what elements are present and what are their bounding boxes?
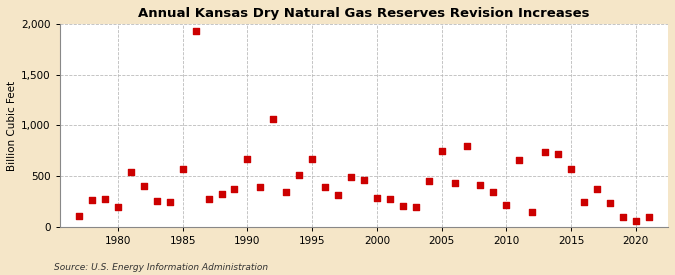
Point bbox=[113, 205, 124, 209]
Point bbox=[488, 190, 499, 195]
Point bbox=[618, 215, 628, 219]
Point bbox=[74, 214, 84, 219]
Point bbox=[320, 185, 331, 190]
Point bbox=[151, 199, 162, 203]
Text: Source: U.S. Energy Information Administration: Source: U.S. Energy Information Administ… bbox=[54, 263, 268, 272]
Point bbox=[462, 144, 473, 148]
Point bbox=[436, 149, 447, 153]
Point bbox=[294, 173, 304, 177]
Point bbox=[591, 187, 602, 191]
Point bbox=[216, 191, 227, 196]
Point bbox=[410, 205, 421, 209]
Point bbox=[242, 157, 253, 161]
Point bbox=[630, 219, 641, 224]
Y-axis label: Billion Cubic Feet: Billion Cubic Feet bbox=[7, 80, 17, 170]
Point bbox=[138, 184, 149, 189]
Point bbox=[540, 150, 551, 154]
Point bbox=[190, 29, 201, 33]
Point bbox=[553, 152, 564, 156]
Point bbox=[371, 196, 382, 200]
Point bbox=[398, 204, 408, 208]
Point bbox=[449, 181, 460, 186]
Point bbox=[358, 178, 369, 183]
Point bbox=[384, 196, 395, 201]
Point bbox=[604, 200, 615, 205]
Point bbox=[178, 167, 188, 171]
Point bbox=[346, 175, 356, 180]
Point bbox=[501, 202, 512, 207]
Point bbox=[86, 198, 97, 202]
Point bbox=[229, 187, 240, 192]
Point bbox=[566, 167, 576, 171]
Point bbox=[526, 210, 537, 214]
Point bbox=[281, 190, 292, 195]
Title: Annual Kansas Dry Natural Gas Reserves Revision Increases: Annual Kansas Dry Natural Gas Reserves R… bbox=[138, 7, 590, 20]
Point bbox=[578, 199, 589, 204]
Point bbox=[306, 157, 317, 161]
Point bbox=[268, 117, 279, 122]
Point bbox=[643, 215, 654, 219]
Point bbox=[255, 185, 266, 190]
Point bbox=[203, 196, 214, 201]
Point bbox=[475, 183, 486, 187]
Point bbox=[165, 199, 176, 204]
Point bbox=[333, 192, 344, 197]
Point bbox=[514, 158, 524, 163]
Point bbox=[126, 170, 136, 174]
Point bbox=[100, 197, 111, 201]
Point bbox=[423, 179, 434, 183]
